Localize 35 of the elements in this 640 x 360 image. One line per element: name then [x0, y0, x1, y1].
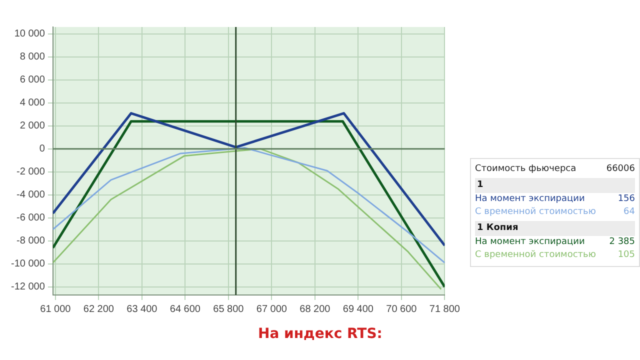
y-tick-label: 2 000 [20, 120, 46, 132]
x-tick-label: 71 800 [429, 304, 460, 315]
x-tick-label: 64 600 [170, 304, 201, 315]
text: 156 [618, 193, 635, 206]
text: С временной стоимостью [475, 206, 596, 219]
text: 66006 [606, 163, 635, 176]
y-tick-label: -12 000 [10, 282, 46, 293]
y-tick-label: -4 000 [16, 190, 46, 201]
y-tick-label: 4 000 [20, 98, 46, 109]
y-tick-label: -6 000 [16, 212, 46, 224]
x-tick-label: 70 600 [386, 304, 418, 315]
y-tick-label: -10 000 [10, 258, 46, 270]
y-tick-label: 0 [39, 144, 46, 155]
y-tick-label: -2 000 [16, 166, 46, 178]
x-tick-label: 69 400 [342, 304, 374, 315]
text: На индекс RTS: [258, 326, 382, 342]
y-tick-label: 6 000 [20, 74, 46, 86]
y-tick-label: -8 000 [16, 236, 46, 247]
text: 1 [475, 178, 635, 193]
text: На момент экспирации [475, 236, 585, 249]
x-tick-label: 63 400 [126, 304, 158, 315]
text: 105 [618, 249, 635, 262]
x-tick-label: 67 000 [256, 304, 288, 315]
text: 2 385 [609, 236, 635, 249]
text: 1 Копия [475, 221, 635, 236]
x-tick-label: 65 800 [213, 304, 244, 315]
text: 64 [624, 206, 635, 219]
x-tick-label: 61 000 [40, 304, 72, 315]
y-tick-label: 8 000 [20, 52, 46, 63]
y-tick-label: 10 000 [14, 28, 46, 40]
text: С временной стоимостью [475, 249, 596, 262]
x-tick-label: 62 200 [83, 304, 114, 315]
x-tick-label: 68 200 [300, 304, 331, 315]
text: На момент экспирации [475, 193, 585, 206]
text: Стоимость фьючерса [475, 163, 576, 176]
